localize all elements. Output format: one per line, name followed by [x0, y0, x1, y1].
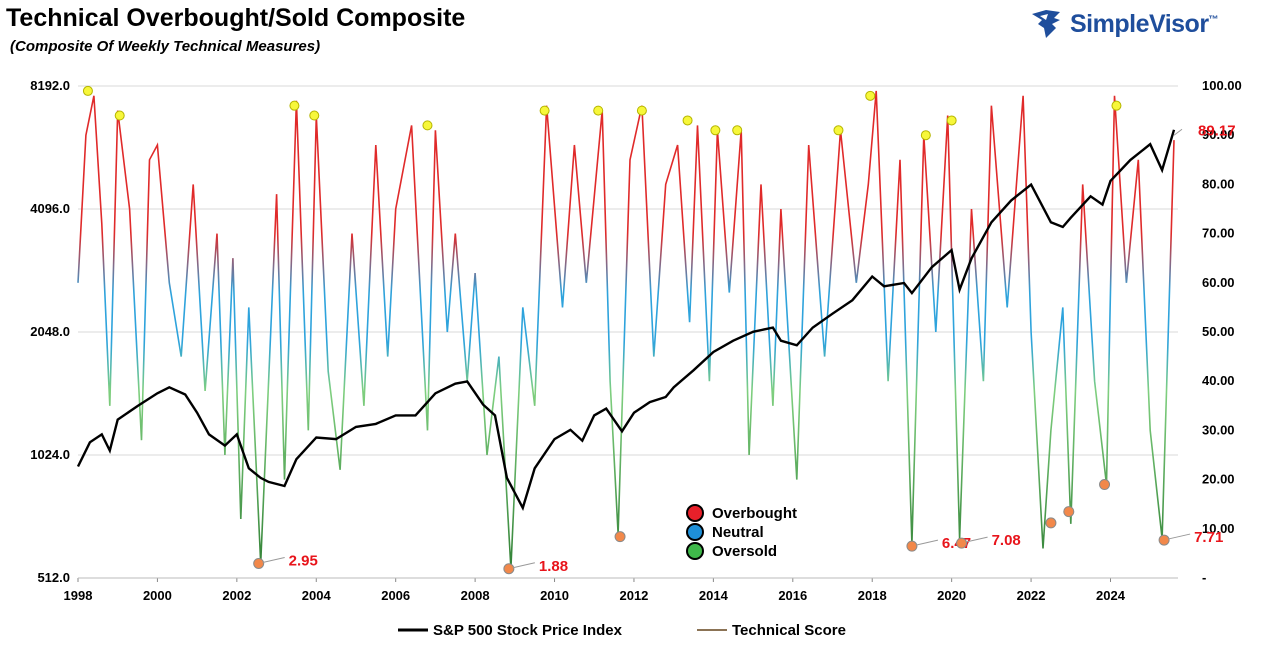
- legend-label-score: Technical Score: [732, 622, 846, 639]
- left-tick-label: 1024.0: [30, 447, 70, 462]
- overbought-marker: [946, 115, 957, 126]
- inner-legend-swatch: [686, 542, 704, 560]
- legend-label-sp500: S&P 500 Stock Price Index: [433, 622, 623, 639]
- left-tick-label: 512.0: [37, 570, 70, 585]
- right-tick-label: 20.00: [1202, 472, 1235, 487]
- callout-line: [915, 539, 939, 546]
- oversold-marker: [1158, 534, 1170, 546]
- callout-line: [965, 536, 988, 543]
- x-tick-label: 2018: [858, 588, 887, 603]
- x-tick-label: 1998: [64, 588, 93, 603]
- x-tick-label: 2004: [302, 588, 332, 603]
- overbought-marker: [865, 90, 876, 101]
- oversold-marker: [906, 540, 918, 552]
- overbought-marker: [1111, 100, 1122, 111]
- callout-line: [1167, 533, 1191, 540]
- overbought-marker: [82, 85, 93, 96]
- overbought-marker: [710, 125, 721, 136]
- overbought-marker: [732, 125, 743, 136]
- overbought-marker: [682, 115, 693, 126]
- eagle-icon: [1032, 10, 1060, 38]
- inner-legend: Overbought Neutral Oversold: [686, 504, 797, 560]
- oversold-marker: [1063, 506, 1075, 518]
- callout-line: [262, 556, 285, 563]
- x-tick-label: 2020: [937, 588, 966, 603]
- overbought-marker: [920, 130, 931, 141]
- oversold-marker: [1099, 479, 1111, 491]
- brand-name: SimpleVisor™: [1070, 10, 1219, 38]
- x-tick-label: 2000: [143, 588, 172, 603]
- latest-callout-line: [1173, 128, 1183, 136]
- oversold-marker: [956, 537, 968, 549]
- x-tick-label: 2002: [222, 588, 251, 603]
- inner-legend-label: Neutral: [712, 524, 764, 541]
- overbought-marker: [309, 110, 320, 121]
- chart-subtitle: (Composite Of Weekly Technical Measures): [10, 38, 321, 55]
- oversold-marker: [253, 557, 265, 569]
- overbought-marker: [593, 105, 604, 116]
- x-tick-label: 2016: [778, 588, 807, 603]
- inner-legend-label: Oversold: [712, 543, 777, 560]
- chart-title: Technical Overbought/Sold Composite: [6, 4, 466, 32]
- low-value-label: 2.95: [289, 552, 318, 569]
- left-tick-label: 4096.0: [30, 201, 70, 216]
- x-tick-label: 2022: [1017, 588, 1046, 603]
- low-value-label: 1.88: [539, 558, 568, 575]
- inner-legend-swatch: [686, 504, 704, 522]
- overbought-marker: [422, 120, 433, 131]
- technical-score-line: [77, 90, 1175, 569]
- right-tick-label: 90.00: [1202, 127, 1235, 142]
- x-tick-label: 2012: [619, 588, 648, 603]
- callout-line: [512, 562, 535, 569]
- right-tick-label: 70.00: [1202, 226, 1235, 241]
- x-tick-label: 2014: [699, 588, 729, 603]
- right-tick-label: -: [1202, 570, 1206, 585]
- right-axis: - 10.00 20.00 30.00 40.00 50.00 60.00 70.00 80.0…: [1202, 78, 1242, 585]
- low-value-label: 7.71: [1194, 529, 1223, 546]
- right-tick-label: 100.00: [1202, 78, 1242, 93]
- overbought-marker: [636, 105, 647, 116]
- x-tick-label: 2006: [381, 588, 410, 603]
- bottom-legend: S&P 500 Stock Price Index Technical Score: [398, 622, 846, 639]
- overbought-marker: [833, 125, 844, 136]
- left-tick-label: 2048.0: [30, 324, 70, 339]
- oversold-marker: [1045, 517, 1057, 529]
- inner-legend-swatch: [686, 523, 704, 541]
- right-tick-label: 10.00: [1202, 521, 1235, 536]
- left-axis: 512.0 1024.0 2048.0 4096.0 8192.0: [30, 78, 70, 585]
- brand-logo: SimpleVisor™: [1030, 8, 1260, 44]
- right-tick-label: 50.00: [1202, 324, 1235, 339]
- low-value-label: 7.08: [992, 532, 1021, 549]
- x-tick-label: 2008: [461, 588, 490, 603]
- overbought-marker: [114, 110, 125, 121]
- right-tick-label: 30.00: [1202, 422, 1235, 437]
- right-tick-label: 40.00: [1202, 373, 1235, 388]
- latest-value-label: 89.17: [1198, 122, 1236, 139]
- inner-legend-label: Overbought: [712, 505, 797, 522]
- left-tick-label: 8192.0: [30, 78, 70, 93]
- overbought-marker: [289, 100, 300, 111]
- x-tick-label: 2010: [540, 588, 569, 603]
- right-tick-label: 60.00: [1202, 275, 1235, 290]
- x-axis: 1998 2000 2002 2004 2006 2008 2010 2012 2014 2016…: [64, 577, 1178, 603]
- oversold-marker: [614, 531, 626, 543]
- x-tick-label: 2024: [1096, 588, 1126, 603]
- overbought-marker: [539, 105, 550, 116]
- sp500-line: [76, 129, 1176, 512]
- oversold-marker: [503, 563, 515, 575]
- grid-lines: [78, 85, 1178, 579]
- right-tick-label: 80.00: [1202, 176, 1235, 191]
